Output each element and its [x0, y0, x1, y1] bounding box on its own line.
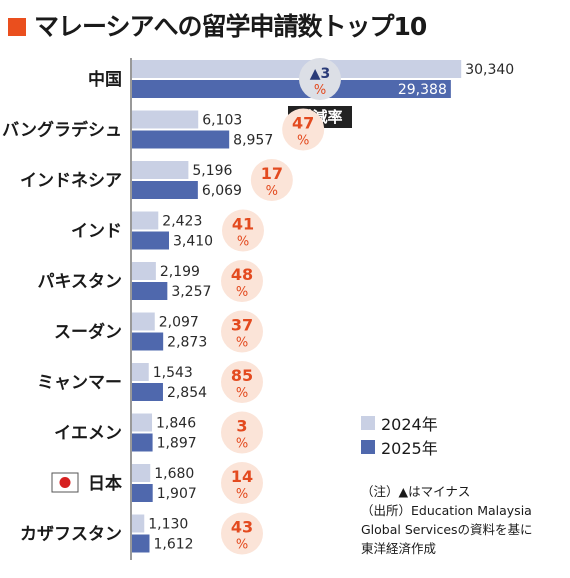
title-accent-square [8, 18, 26, 36]
bar-2024 [132, 363, 149, 381]
value-label-2024: 30,340 [465, 62, 514, 78]
bar-2024 [132, 60, 462, 78]
bar-2024 [132, 262, 156, 280]
change-value: 3 [236, 417, 247, 436]
change-badge [282, 108, 325, 151]
value-label-2024: 2,423 [162, 214, 202, 230]
bar-2024 [132, 161, 189, 179]
change-badge [221, 512, 263, 555]
bar-2024 [132, 413, 153, 432]
value-label-2025: 2,873 [167, 335, 207, 351]
bar-2024 [132, 514, 145, 533]
value-label-2025: 1,897 [157, 436, 197, 452]
value-label-2024: 1,130 [148, 517, 188, 533]
legend-label-2024: 2024年 [381, 415, 438, 434]
change-value: 85 [231, 366, 253, 385]
change-unit: % [236, 437, 248, 452]
bar-2025 [132, 130, 230, 149]
legend: 2024年 2025年 [361, 412, 438, 460]
legend-label-2025: 2025年 [381, 439, 438, 458]
bar-2024 [132, 312, 155, 331]
value-label-2025: 8,957 [233, 133, 273, 149]
value-label-2025: 6,069 [202, 183, 242, 199]
bar-2025 [132, 231, 169, 250]
category-label: スーダン [54, 322, 122, 343]
category-label: バングラデシュ [2, 120, 122, 141]
change-value: 14 [231, 467, 253, 486]
value-label-2024: 6,103 [202, 113, 242, 129]
bar-2025 [132, 484, 153, 502]
category-label: パキスタン [38, 272, 123, 292]
value-label-2025: 29,388 [398, 82, 447, 98]
bar-2025 [132, 332, 164, 351]
change-value: 17 [261, 164, 283, 183]
value-label-2025: 3,410 [173, 234, 213, 250]
change-badge [221, 209, 264, 252]
change-badge [299, 58, 341, 100]
bar-2025 [132, 534, 150, 553]
change-badge [221, 260, 263, 302]
value-label-2024: 2,097 [159, 315, 199, 331]
bar-2025 [132, 181, 198, 199]
change-unit: % [266, 184, 278, 199]
bar-2025 [132, 80, 451, 98]
change-unit: % [236, 285, 248, 300]
value-label-2024: 1,846 [156, 416, 196, 432]
japan-flag-disc [59, 477, 71, 488]
bar-2024 [132, 211, 159, 230]
change-badge [221, 462, 263, 504]
legend-item-2024: 2024年 [361, 412, 438, 434]
bar-2025 [132, 282, 168, 300]
change-value: 41 [232, 215, 254, 234]
chart-title: マレーシアへの留学申請数トップ10 [34, 12, 427, 41]
change-unit: % [297, 134, 309, 149]
change-value: 47 [292, 114, 314, 133]
value-label-2024: 1,680 [154, 466, 194, 482]
change-unit: % [236, 487, 248, 502]
value-label-2024: 1,543 [153, 365, 193, 381]
change-value: 48 [231, 265, 253, 284]
note-line: Global Servicesの資料を基に [361, 522, 533, 537]
change-badge [221, 411, 263, 454]
note-line: （注）▲はマイナス [361, 484, 471, 499]
category-label: カザフスタン [20, 525, 122, 545]
value-label-2025: 1,612 [153, 537, 193, 553]
change-badge [221, 361, 263, 403]
value-label-2025: 1,907 [157, 486, 197, 502]
note-line: 東洋経済作成 [361, 541, 437, 556]
value-label-2025: 3,257 [171, 284, 211, 300]
change-unit: % [236, 538, 248, 553]
change-value: 43 [231, 518, 253, 537]
change-unit: % [236, 336, 248, 351]
category-label: 中国 [88, 69, 122, 90]
legend-item-2025: 2025年 [361, 436, 438, 458]
category-label: インド [71, 222, 122, 242]
change-badge [221, 310, 263, 353]
change-value: ▲3 [310, 66, 331, 82]
legend-swatch-2025 [361, 440, 375, 454]
change-unit: % [314, 83, 326, 98]
change-value: 37 [231, 316, 253, 335]
bar-2025 [132, 383, 163, 401]
category-label: ミャンマー [37, 373, 122, 393]
category-label: インドネシア [20, 171, 122, 191]
change-badge [250, 159, 293, 201]
value-label-2025: 2,854 [167, 385, 207, 401]
change-unit: % [236, 386, 248, 401]
source-note: （注）▲はマイナス （出所）Education Malaysia Global … [361, 482, 533, 558]
bar-2024 [132, 110, 199, 129]
legend-swatch-2024 [361, 416, 375, 430]
category-label: 日本 [88, 473, 122, 494]
bar-2024 [132, 464, 151, 482]
value-label-2024: 2,199 [160, 264, 200, 280]
bar-2025 [132, 433, 153, 452]
value-label-2024: 5,196 [192, 163, 232, 179]
category-label: イエメン [54, 424, 122, 444]
note-line: （出所）Education Malaysia [361, 503, 532, 518]
change-unit: % [237, 235, 249, 250]
